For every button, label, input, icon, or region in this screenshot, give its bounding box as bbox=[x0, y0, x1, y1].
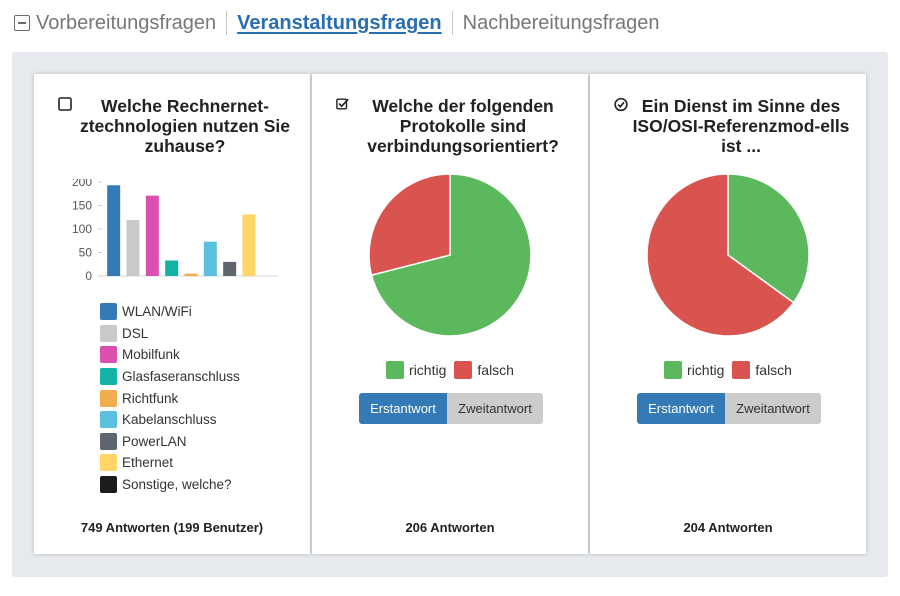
response-count: 749 Antworten (199 Benutzer) bbox=[80, 520, 264, 535]
legend-label: Ethernet bbox=[122, 455, 174, 471]
legend-label: Mobilfunk bbox=[122, 347, 180, 363]
legend-label: DSL bbox=[122, 325, 149, 341]
legend-item: Mobilfunk bbox=[100, 344, 240, 366]
pie-legend: richtig falsch bbox=[312, 361, 588, 379]
legend-swatch bbox=[100, 411, 117, 429]
bar-6 bbox=[203, 241, 217, 276]
tab-vorbereitungsfragen[interactable]: Vorbereitungsfragen bbox=[36, 11, 217, 34]
legend-item: Richtfunk bbox=[100, 387, 240, 409]
y-tick-label: 200 bbox=[72, 179, 92, 189]
legend-label: richtig bbox=[687, 362, 725, 378]
legend-label: WLAN/WiFi bbox=[122, 304, 192, 320]
question-tabs: Vorbereitungsfragen Veranstaltungsfragen… bbox=[14, 9, 659, 37]
legend-label: Richtfunk bbox=[122, 390, 179, 406]
pie-slice-richtig bbox=[370, 173, 532, 337]
answer-toggle: Erstantwort Zweitantwort bbox=[637, 393, 821, 424]
legend-swatch bbox=[100, 346, 117, 364]
legend-swatch bbox=[100, 432, 117, 450]
bar-5 bbox=[184, 273, 198, 276]
pie-legend: richtig falsch bbox=[590, 361, 866, 379]
y-tick-label: 150 bbox=[72, 199, 92, 213]
pie-slice-falsch bbox=[646, 173, 795, 337]
legend-item: PowerLAN bbox=[100, 431, 240, 453]
legend-label: Sonstige, welche? bbox=[122, 477, 232, 493]
legend-item-falsch: falsch bbox=[454, 361, 514, 379]
y-tick-label: 100 bbox=[72, 222, 92, 236]
legend-label: richtig bbox=[409, 362, 447, 378]
bar-8 bbox=[242, 214, 256, 276]
bar-4 bbox=[165, 260, 179, 276]
legend-swatch bbox=[100, 389, 117, 407]
y-tick-label: 50 bbox=[79, 246, 93, 260]
question-header: Welche Rechnernet-ztechnologien nutzen S… bbox=[58, 96, 294, 156]
legend-label: PowerLAN bbox=[122, 433, 187, 449]
bar-3 bbox=[145, 195, 159, 276]
tab-separator bbox=[226, 11, 228, 35]
square-icon bbox=[58, 97, 72, 111]
response-count: 206 Antworten bbox=[405, 520, 495, 535]
tab-separator bbox=[451, 11, 453, 35]
question-text: Welche der folgenden Protokolle sind ver… bbox=[367, 96, 559, 156]
question-header: Ein Dienst im Sinne des ISO/OSI-Referenz… bbox=[614, 96, 850, 156]
pie-chart bbox=[368, 173, 532, 337]
legend-swatch bbox=[454, 361, 473, 379]
legend-item: Sonstige, welche? bbox=[100, 474, 240, 496]
legend-item: DSL bbox=[100, 323, 240, 345]
question-card-2: Welche der folgenden Protokolle sind ver… bbox=[312, 74, 588, 554]
legend-label: Glasfaseranschluss bbox=[122, 369, 240, 385]
question-header: Welche der folgenden Protokolle sind ver… bbox=[336, 96, 572, 156]
question-card-1: Welche Rechnernet-ztechnologien nutzen S… bbox=[34, 74, 310, 554]
zweitantwort-button[interactable]: Zweitantwort bbox=[725, 393, 821, 424]
check-circle-icon bbox=[614, 97, 628, 111]
bar-1 bbox=[107, 185, 121, 276]
legend-swatch bbox=[100, 476, 117, 494]
y-tick-label: 0 bbox=[85, 269, 92, 283]
legend-item-falsch: falsch bbox=[732, 361, 792, 379]
legend-label: falsch bbox=[755, 362, 792, 378]
tab-nachbereitungsfragen[interactable]: Nachbereitungsfragen bbox=[462, 11, 660, 34]
legend-item: WLAN/WiFi bbox=[100, 301, 240, 323]
tab-veranstaltungsfragen[interactable]: Veranstaltungsfragen bbox=[237, 11, 442, 34]
collapse-icon[interactable] bbox=[14, 15, 30, 31]
legend-label: Kabelanschluss bbox=[122, 412, 217, 428]
pie-slice-falsch bbox=[368, 173, 451, 277]
legend-item: Kabelanschluss bbox=[100, 409, 240, 431]
pie-chart bbox=[646, 173, 810, 337]
legend-swatch bbox=[100, 324, 117, 342]
question-text: Welche Rechnernet-ztechnologien nutzen S… bbox=[79, 96, 290, 156]
legend-swatch bbox=[386, 361, 405, 379]
erstantwort-button[interactable]: Erstantwort bbox=[637, 393, 725, 424]
legend-swatch bbox=[100, 368, 117, 386]
erstantwort-button[interactable]: Erstantwort bbox=[359, 393, 447, 424]
bar-2 bbox=[126, 220, 140, 276]
zweitantwort-button[interactable]: Zweitantwort bbox=[447, 393, 543, 424]
legend-item-richtig: richtig bbox=[664, 361, 724, 379]
legend-label: falsch bbox=[477, 362, 514, 378]
check-square-icon bbox=[336, 97, 350, 111]
legend-swatch bbox=[100, 303, 117, 321]
legend-item: Glasfaseranschluss bbox=[100, 366, 240, 388]
legend-swatch bbox=[100, 454, 117, 472]
response-count: 204 Antworten bbox=[683, 520, 773, 535]
answer-toggle: Erstantwort Zweitantwort bbox=[359, 393, 543, 424]
legend-item: Ethernet bbox=[100, 452, 240, 474]
legend-swatch bbox=[732, 361, 751, 379]
pie-slice-richtig bbox=[727, 173, 810, 304]
bar-7 bbox=[223, 261, 237, 276]
legend-swatch bbox=[664, 361, 683, 379]
bar-chart-legend: WLAN/WiFi DSL Mobilfunk Glasfaseranschluss R… bbox=[100, 301, 240, 495]
question-text: Ein Dienst im Sinne des ISO/OSI-Referenz… bbox=[632, 96, 850, 156]
question-card-3: Ein Dienst im Sinne des ISO/OSI-Referenz… bbox=[590, 74, 866, 554]
bar-chart: 0 50 100 150 200 bbox=[72, 179, 278, 283]
legend-item-richtig: richtig bbox=[386, 361, 446, 379]
